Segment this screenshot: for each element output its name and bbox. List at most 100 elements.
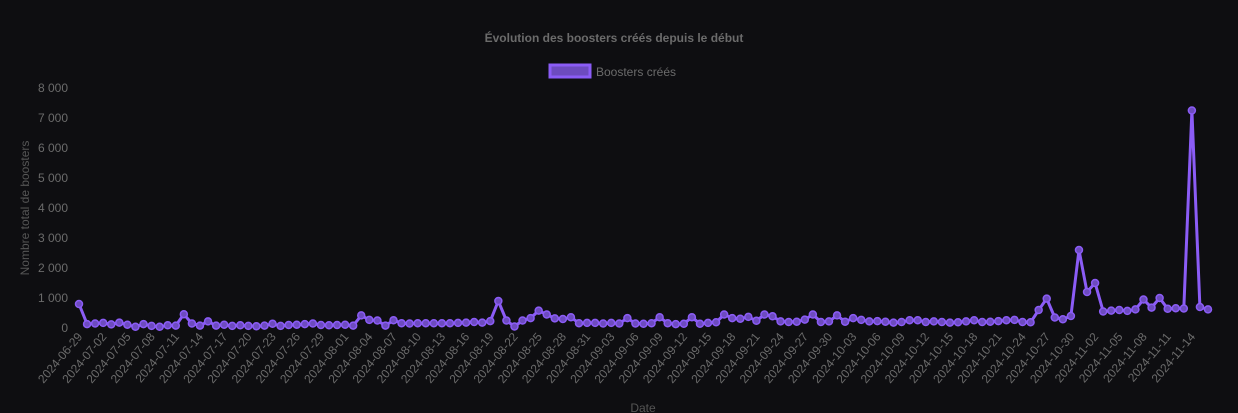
data-point[interactable] xyxy=(623,313,632,323)
data-point[interactable] xyxy=(389,315,398,325)
data-point[interactable] xyxy=(736,314,745,323)
data-point[interactable] xyxy=(357,311,366,320)
data-point[interactable] xyxy=(1195,302,1205,312)
data-point[interactable] xyxy=(582,318,592,328)
data-point[interactable] xyxy=(1163,304,1172,314)
data-point[interactable] xyxy=(107,320,116,329)
data-point[interactable] xyxy=(816,317,826,327)
data-point[interactable] xyxy=(808,310,818,319)
data-point[interactable] xyxy=(1034,305,1043,315)
data-point[interactable] xyxy=(977,317,987,327)
data-point[interactable] xyxy=(768,312,777,321)
data-point[interactable] xyxy=(203,317,213,326)
data-point[interactable] xyxy=(969,315,979,325)
data-point[interactable] xyxy=(429,318,439,328)
data-point[interactable] xyxy=(284,320,293,330)
data-point[interactable] xyxy=(550,314,560,323)
data-point[interactable] xyxy=(598,319,608,328)
data-point[interactable] xyxy=(260,321,269,330)
data-point[interactable] xyxy=(1090,278,1100,288)
data-point[interactable] xyxy=(961,317,971,326)
data-point[interactable] xyxy=(244,321,253,331)
data-point[interactable] xyxy=(139,319,148,329)
data-point[interactable] xyxy=(131,322,140,332)
data-point[interactable] xyxy=(695,319,705,329)
data-point[interactable] xyxy=(219,320,229,329)
data-point[interactable] xyxy=(453,318,463,328)
data-point[interactable] xyxy=(1131,305,1140,314)
data-point[interactable] xyxy=(526,313,535,323)
data-point[interactable] xyxy=(340,320,350,329)
data-point[interactable] xyxy=(687,312,697,322)
data-point[interactable] xyxy=(445,318,455,328)
data-point[interactable] xyxy=(760,310,769,319)
data-point[interactable] xyxy=(276,321,285,331)
data-point[interactable] xyxy=(1050,313,1060,322)
data-point[interactable] xyxy=(994,316,1003,326)
data-point[interactable] xyxy=(300,319,310,329)
data-point[interactable] xyxy=(840,317,850,326)
data-point[interactable] xyxy=(405,319,414,328)
data-point[interactable] xyxy=(1002,315,1011,325)
data-point[interactable] xyxy=(324,321,334,330)
data-point[interactable] xyxy=(865,317,874,326)
data-point[interactable] xyxy=(800,315,810,324)
data-point[interactable] xyxy=(486,316,495,326)
data-point[interactable] xyxy=(1187,106,1197,115)
data-point[interactable] xyxy=(574,318,584,328)
data-point[interactable] xyxy=(929,317,939,326)
data-point[interactable] xyxy=(615,319,624,328)
data-point[interactable] xyxy=(945,318,955,327)
data-point[interactable] xyxy=(1042,294,1051,303)
data-point[interactable] xyxy=(292,320,301,329)
data-point[interactable] xyxy=(792,317,801,326)
data-point[interactable] xyxy=(1115,305,1124,315)
data-point[interactable] xyxy=(631,319,640,328)
data-point[interactable] xyxy=(1139,295,1148,304)
data-point[interactable] xyxy=(171,321,181,330)
data-point[interactable] xyxy=(776,317,785,326)
data-point[interactable] xyxy=(905,315,914,325)
data-point[interactable] xyxy=(365,315,374,325)
data-point[interactable] xyxy=(518,316,527,325)
data-point[interactable] xyxy=(437,318,447,328)
data-point[interactable] xyxy=(1155,293,1164,303)
data-point[interactable] xyxy=(1179,304,1189,313)
data-point[interactable] xyxy=(719,310,729,319)
data-point[interactable] xyxy=(461,318,471,327)
data-point[interactable] xyxy=(332,320,342,330)
data-point[interactable] xyxy=(1018,317,1027,327)
data-point[interactable] xyxy=(494,296,503,306)
data-point[interactable] xyxy=(937,317,947,327)
data-point[interactable] xyxy=(348,321,358,330)
data-point[interactable] xyxy=(1098,307,1108,316)
data-point[interactable] xyxy=(252,321,261,331)
data-point[interactable] xyxy=(397,318,406,328)
data-point[interactable] xyxy=(703,318,713,328)
data-point[interactable] xyxy=(913,315,922,325)
data-point[interactable] xyxy=(784,317,793,327)
data-point[interactable] xyxy=(881,317,890,326)
data-point[interactable] xyxy=(236,321,245,330)
data-point[interactable] xyxy=(744,312,753,322)
data-point[interactable] xyxy=(316,320,326,330)
data-point[interactable] xyxy=(1203,305,1213,314)
data-point[interactable] xyxy=(115,318,124,327)
data-point[interactable] xyxy=(639,319,648,329)
data-point[interactable] xyxy=(534,306,543,315)
data-point[interactable] xyxy=(421,318,431,328)
data-point[interactable] xyxy=(211,321,221,330)
data-point[interactable] xyxy=(74,299,84,309)
data-point[interactable] xyxy=(889,318,898,327)
data-point[interactable] xyxy=(469,317,479,327)
data-point[interactable] xyxy=(373,316,382,325)
data-point[interactable] xyxy=(1147,303,1156,312)
data-point[interactable] xyxy=(671,319,681,329)
data-point[interactable] xyxy=(832,311,842,320)
data-point[interactable] xyxy=(1106,306,1116,315)
data-point[interactable] xyxy=(873,316,882,326)
data-point[interactable] xyxy=(727,313,737,323)
data-point[interactable] xyxy=(655,312,664,322)
data-point[interactable] xyxy=(1123,306,1132,316)
data-point[interactable] xyxy=(98,318,108,328)
